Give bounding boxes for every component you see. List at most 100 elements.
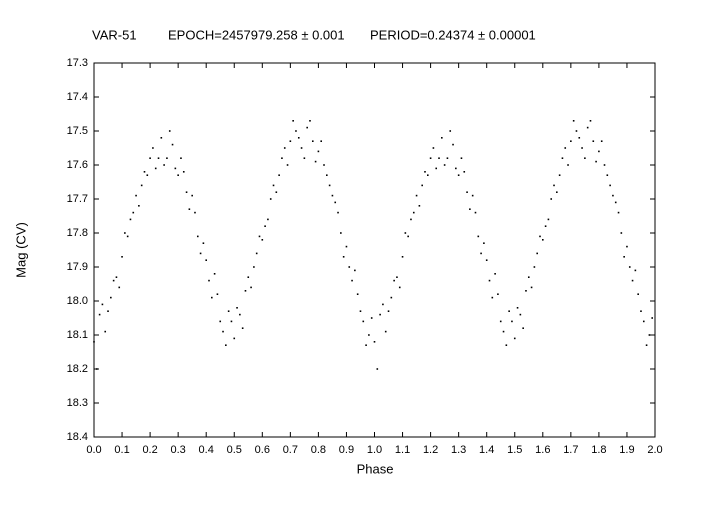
data-point bbox=[645, 344, 648, 346]
data-point bbox=[275, 191, 278, 193]
data-point bbox=[272, 184, 275, 187]
data-point bbox=[191, 194, 193, 197]
data-point bbox=[146, 174, 149, 176]
data-point bbox=[149, 157, 151, 159]
data-point bbox=[511, 320, 513, 323]
data-point bbox=[323, 164, 325, 166]
data-point bbox=[553, 184, 555, 187]
data-point bbox=[154, 167, 157, 170]
data-point bbox=[499, 320, 502, 323]
data-point bbox=[460, 157, 463, 159]
data-point bbox=[124, 232, 126, 234]
data-point bbox=[483, 242, 485, 244]
x-tick-label: 0.8 bbox=[311, 444, 326, 456]
data-point bbox=[300, 147, 303, 149]
data-point bbox=[648, 334, 651, 336]
data-point bbox=[241, 327, 244, 329]
x-tick-label: 0.5 bbox=[227, 444, 242, 456]
data-point bbox=[163, 164, 165, 166]
data-point bbox=[157, 157, 160, 159]
data-point bbox=[180, 157, 182, 159]
data-point bbox=[474, 211, 477, 214]
data-point bbox=[542, 239, 544, 241]
data-point bbox=[463, 171, 466, 173]
x-tick-label: 0.1 bbox=[114, 444, 129, 456]
x-tick-label: 1.2 bbox=[423, 444, 438, 456]
x-tick-label: 1.9 bbox=[619, 444, 634, 456]
data-point bbox=[225, 344, 227, 346]
x-tick-label: 0.6 bbox=[255, 444, 270, 456]
data-point bbox=[525, 290, 527, 292]
data-point bbox=[396, 276, 398, 278]
plot-frame bbox=[93, 62, 656, 438]
data-point bbox=[572, 120, 575, 122]
x-tick-label: 0.7 bbox=[283, 444, 298, 456]
data-point bbox=[603, 164, 606, 166]
data-point bbox=[536, 252, 538, 255]
data-point bbox=[570, 140, 572, 142]
data-point bbox=[410, 218, 412, 221]
data-point bbox=[609, 184, 611, 187]
data-point bbox=[359, 310, 362, 312]
data-point bbox=[424, 171, 426, 173]
data-point bbox=[435, 167, 438, 170]
data-point bbox=[387, 310, 390, 312]
data-point bbox=[651, 317, 653, 319]
data-point bbox=[219, 320, 222, 323]
y-tick-label: 17.5 bbox=[67, 125, 88, 137]
x-tick-label: 2.0 bbox=[647, 444, 662, 456]
data-point bbox=[258, 235, 261, 238]
data-point bbox=[558, 174, 561, 176]
x-tick-label: 1.0 bbox=[367, 444, 382, 456]
data-point bbox=[199, 252, 202, 255]
data-point bbox=[208, 279, 210, 282]
data-point bbox=[626, 245, 628, 248]
data-point bbox=[286, 164, 289, 166]
data-point bbox=[508, 310, 510, 312]
data-point bbox=[126, 235, 129, 238]
data-point bbox=[384, 330, 387, 333]
data-point bbox=[112, 279, 115, 282]
data-point bbox=[513, 337, 516, 340]
data-point bbox=[205, 259, 207, 261]
y-tick-label: 17.9 bbox=[67, 261, 88, 273]
y-tick-label: 18.0 bbox=[67, 295, 88, 307]
y-tick-label: 17.7 bbox=[67, 193, 88, 205]
x-tick-label: 1.4 bbox=[479, 444, 494, 456]
data-point bbox=[132, 211, 135, 214]
data-point bbox=[471, 194, 474, 197]
data-point bbox=[637, 293, 639, 295]
data-point bbox=[421, 184, 423, 187]
data-point bbox=[449, 130, 452, 132]
data-point bbox=[171, 143, 174, 146]
data-point bbox=[480, 252, 482, 255]
data-point bbox=[236, 307, 238, 309]
data-point bbox=[642, 320, 645, 323]
data-point bbox=[362, 320, 365, 323]
data-point bbox=[623, 256, 625, 258]
data-point bbox=[404, 232, 407, 234]
data-point bbox=[340, 232, 342, 234]
data-point bbox=[351, 279, 353, 282]
data-point bbox=[188, 208, 191, 210]
data-point bbox=[348, 266, 351, 268]
data-point bbox=[253, 266, 255, 268]
x-tick-label: 0.2 bbox=[142, 444, 157, 456]
data-point bbox=[469, 208, 471, 210]
x-tick-label: 1.1 bbox=[395, 444, 410, 456]
data-point bbox=[152, 147, 154, 149]
data-point bbox=[297, 137, 300, 139]
data-point bbox=[143, 171, 146, 173]
data-point bbox=[407, 235, 409, 238]
data-point bbox=[244, 290, 247, 292]
data-point bbox=[533, 266, 536, 268]
period-label: PERIOD=0.24374 ± 0.00001 bbox=[370, 27, 536, 42]
y-tick-label: 18.3 bbox=[67, 397, 88, 409]
data-point bbox=[121, 256, 123, 258]
data-point bbox=[311, 140, 314, 142]
data-point bbox=[567, 164, 569, 166]
data-point bbox=[309, 120, 311, 122]
data-point bbox=[497, 293, 499, 295]
x-tick-label: 1.5 bbox=[507, 444, 522, 456]
data-point bbox=[222, 330, 224, 333]
